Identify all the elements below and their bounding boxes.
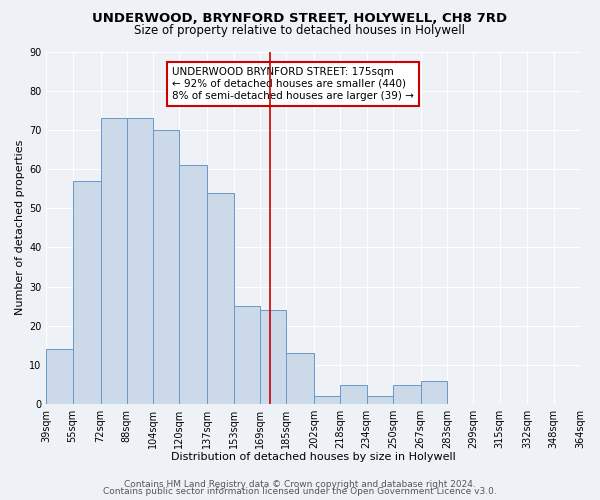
Text: Contains public sector information licensed under the Open Government Licence v3: Contains public sector information licen…: [103, 487, 497, 496]
Bar: [367, 396, 393, 404]
Text: Contains HM Land Registry data © Crown copyright and database right 2024.: Contains HM Land Registry data © Crown c…: [124, 480, 476, 489]
Bar: [153, 130, 179, 404]
Text: UNDERWOOD, BRYNFORD STREET, HOLYWELL, CH8 7RD: UNDERWOOD, BRYNFORD STREET, HOLYWELL, CH…: [92, 12, 508, 26]
Bar: [421, 380, 447, 404]
Bar: [101, 118, 127, 404]
Bar: [127, 118, 153, 404]
Bar: [314, 396, 340, 404]
Bar: [46, 349, 73, 404]
Text: Size of property relative to detached houses in Holywell: Size of property relative to detached ho…: [134, 24, 466, 37]
Bar: [340, 384, 367, 404]
Bar: [260, 310, 286, 404]
Text: UNDERWOOD BRYNFORD STREET: 175sqm
← 92% of detached houses are smaller (440)
8% : UNDERWOOD BRYNFORD STREET: 175sqm ← 92% …: [172, 68, 413, 100]
Bar: [208, 192, 233, 404]
Bar: [393, 384, 421, 404]
Bar: [73, 181, 101, 404]
X-axis label: Distribution of detached houses by size in Holywell: Distribution of detached houses by size …: [171, 452, 455, 462]
Bar: [233, 306, 260, 404]
Y-axis label: Number of detached properties: Number of detached properties: [15, 140, 25, 316]
Bar: [179, 165, 208, 404]
Bar: [286, 353, 314, 404]
